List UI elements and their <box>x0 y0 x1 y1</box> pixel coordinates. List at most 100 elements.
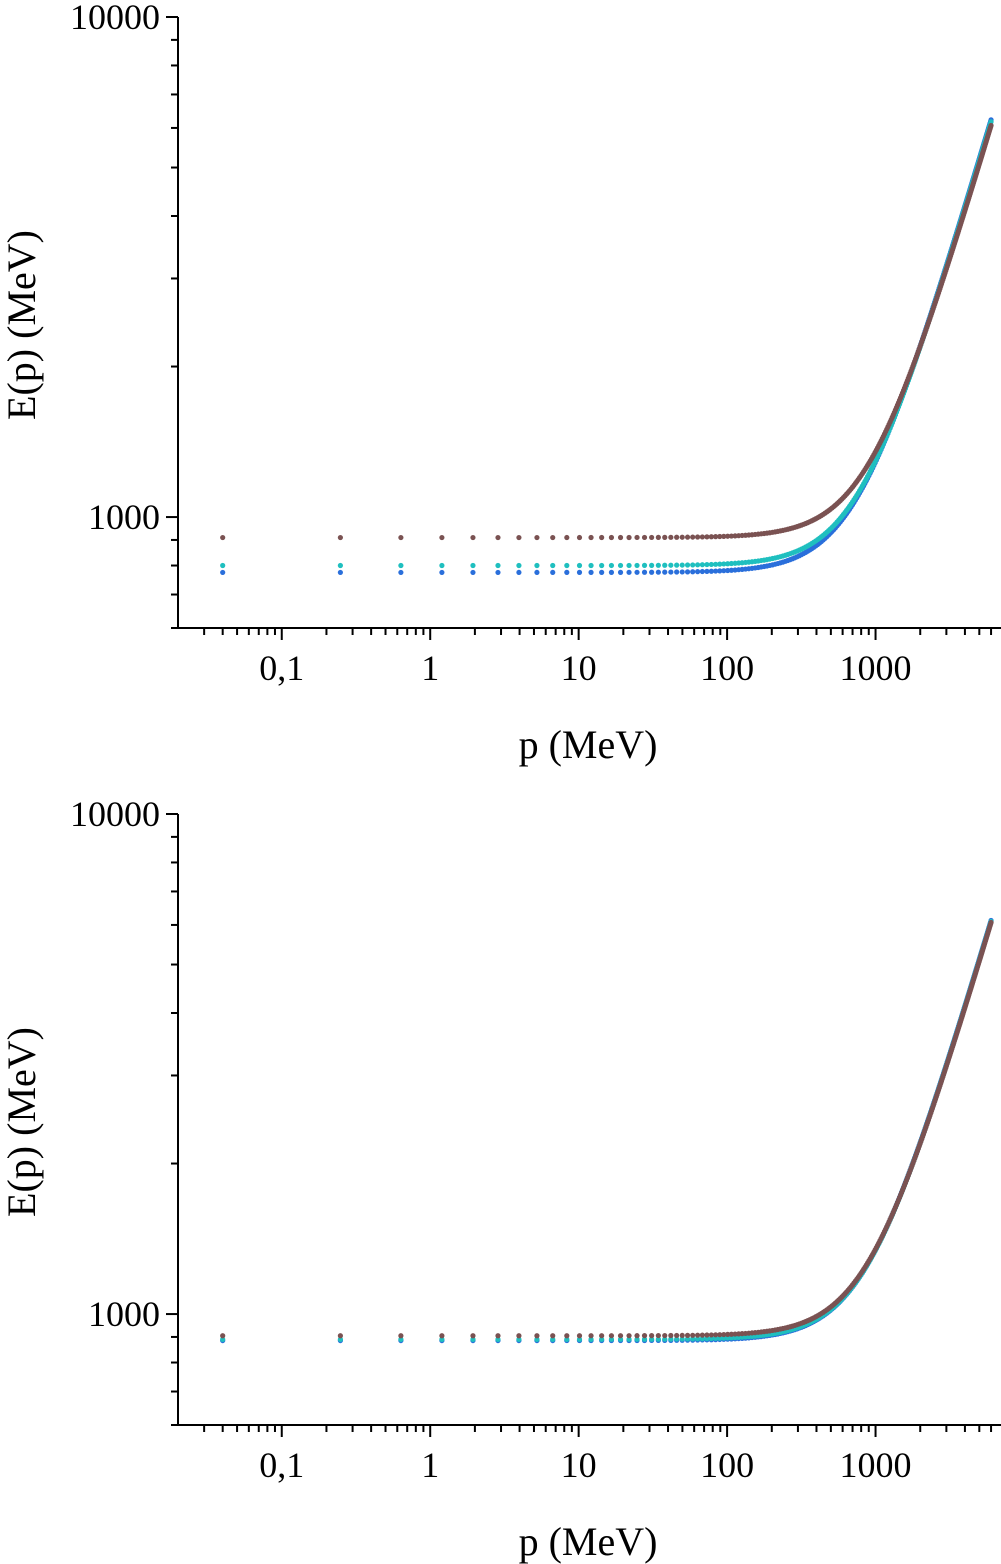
data-point <box>674 1332 680 1339</box>
data-point <box>690 562 696 568</box>
data-point <box>668 569 674 575</box>
data-point <box>704 561 710 568</box>
y-axis-label: E(p) (MeV) <box>0 230 44 420</box>
data-point <box>337 1333 343 1339</box>
data-point <box>708 1335 714 1342</box>
data-point <box>516 534 522 541</box>
data-point <box>679 1332 685 1339</box>
data-point <box>679 534 685 540</box>
data-point <box>674 1336 680 1342</box>
data-point <box>550 569 556 576</box>
x-tick-label: 10 <box>561 1445 597 1485</box>
data-point <box>495 1333 501 1339</box>
data-point <box>649 1333 655 1339</box>
data-point <box>713 568 719 574</box>
data-point <box>516 1333 522 1339</box>
data-point <box>599 534 605 541</box>
data-point <box>576 1333 583 1339</box>
data-point <box>439 1336 445 1342</box>
data-point <box>470 1333 476 1339</box>
data-point <box>599 569 605 575</box>
data-point <box>550 1336 556 1342</box>
data-point <box>534 534 540 541</box>
data-point <box>728 1331 735 1337</box>
x-tick-label: 1 <box>421 1445 439 1485</box>
data-point <box>608 562 615 569</box>
data-point <box>674 534 680 540</box>
data-point <box>662 534 668 540</box>
data-point <box>684 569 691 575</box>
data-point <box>626 562 632 569</box>
data-point <box>564 562 570 569</box>
data-point <box>337 569 343 576</box>
x-tick-label: 1000 <box>840 648 912 688</box>
data-point <box>220 562 226 569</box>
data-point <box>588 1333 594 1339</box>
data-point <box>690 569 696 575</box>
data-point <box>713 1332 719 1338</box>
chart-panel-top: p (MeV) E(p) (MeV) 1000 10000 0,1 1 10 100 100… <box>0 0 1001 767</box>
data-point <box>662 562 668 568</box>
data-point <box>699 562 705 568</box>
x-tick-label: 0,1 <box>259 1445 304 1485</box>
data-point <box>988 919 994 926</box>
data-point <box>439 562 445 569</box>
data-point <box>695 562 701 568</box>
data-point <box>695 1332 701 1338</box>
data-point <box>695 534 701 540</box>
data-point <box>695 569 701 575</box>
data-point <box>684 1336 691 1342</box>
data-point <box>439 534 445 541</box>
data-point <box>641 1336 648 1342</box>
data-point <box>634 562 640 569</box>
data-point <box>564 534 570 541</box>
data-point <box>495 569 501 576</box>
data-point <box>717 1332 723 1338</box>
data-point <box>576 569 583 576</box>
data-point <box>564 1333 570 1339</box>
data-point <box>704 1332 710 1338</box>
data-point <box>617 1333 624 1339</box>
data-point <box>576 1336 583 1342</box>
data-point <box>608 1336 615 1342</box>
data-point <box>721 561 727 567</box>
x-tick-label: 10 <box>561 648 597 688</box>
data-point <box>679 569 685 575</box>
data-point <box>398 562 404 569</box>
data-point <box>699 1336 705 1342</box>
data-point <box>626 1336 632 1342</box>
data-point <box>599 562 605 569</box>
data-point <box>649 1336 655 1342</box>
data-point <box>470 534 476 541</box>
data-point <box>534 1336 540 1342</box>
data-point <box>721 1335 727 1341</box>
data-point <box>220 1333 226 1339</box>
x-tick-label: 100 <box>700 1445 754 1485</box>
data-point <box>470 569 476 576</box>
y-tick-label: 10000 <box>70 0 160 37</box>
data-point <box>599 1333 605 1339</box>
data-point <box>708 534 714 540</box>
data-point <box>641 569 648 575</box>
data-point <box>534 569 540 576</box>
data-point <box>725 1335 731 1341</box>
data-point <box>220 1336 226 1342</box>
chart-panel-bottom: p (MeV) E(p) (MeV) 1000 10000 0,1 1 10 100 100… <box>0 794 1001 1564</box>
data-point <box>617 562 624 569</box>
data-point <box>988 122 994 129</box>
data-point <box>337 1336 343 1342</box>
data-point <box>534 562 540 569</box>
data-point <box>704 568 710 575</box>
data-point <box>704 1336 710 1342</box>
data-point <box>721 1331 727 1338</box>
data-point <box>220 534 226 541</box>
data-point <box>337 562 343 569</box>
data-point <box>717 1335 723 1341</box>
data-point <box>679 1336 685 1342</box>
series-blue <box>220 917 994 1344</box>
x-tick-label: 100 <box>700 648 754 688</box>
data-point <box>690 1336 696 1342</box>
data-point <box>641 1333 648 1339</box>
data-point <box>668 534 674 540</box>
data-point <box>668 1336 674 1342</box>
